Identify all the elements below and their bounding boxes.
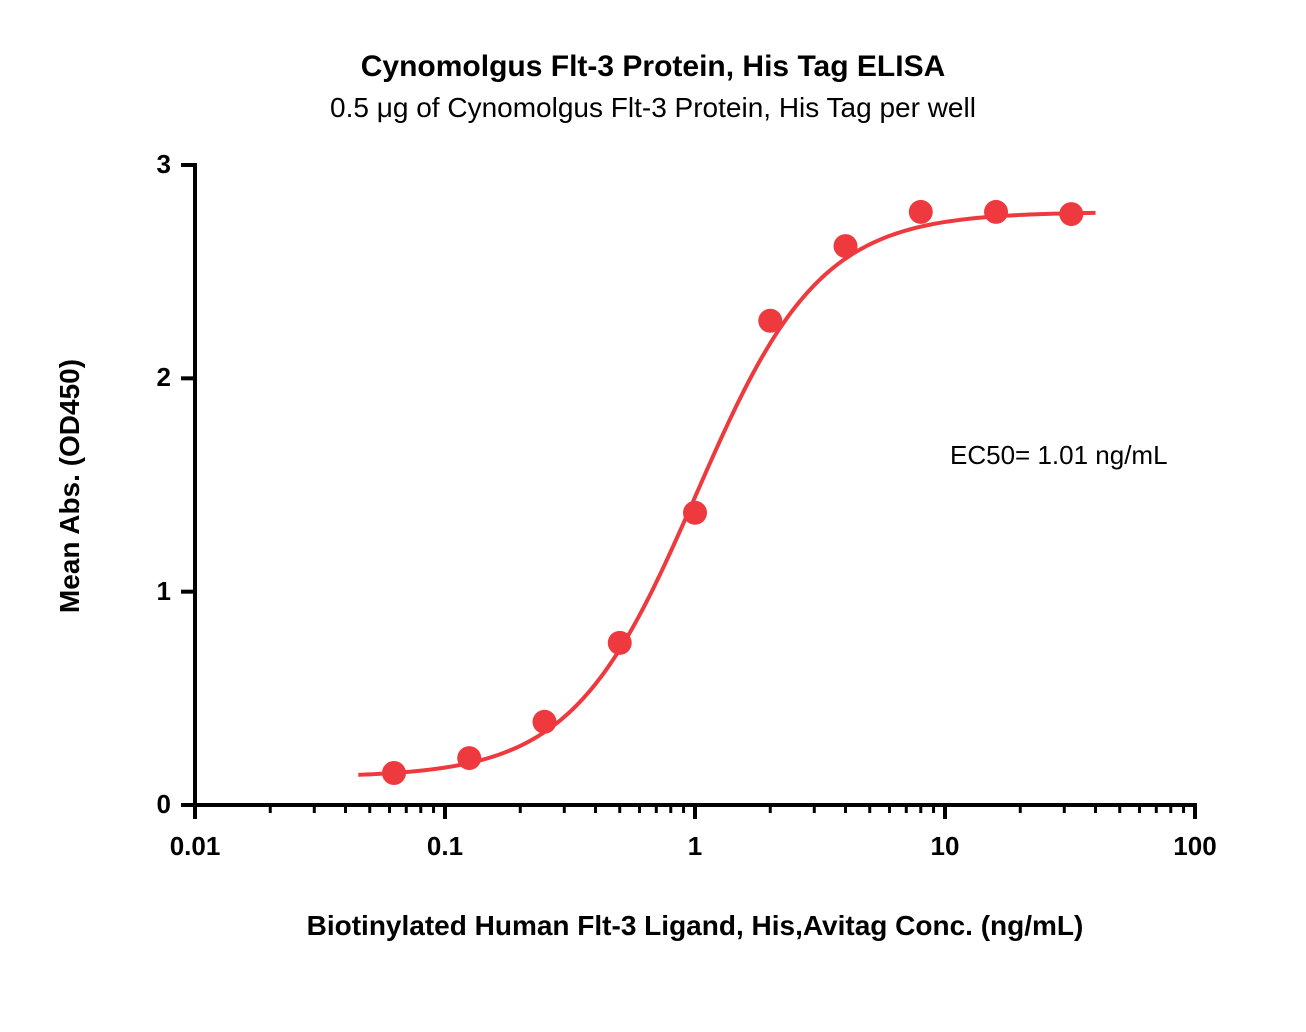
y-tick-label: 2 [157,362,171,393]
y-tick-label: 3 [157,149,171,180]
data-point [382,761,406,785]
x-tick-label: 0.01 [155,831,235,862]
data-point [457,746,481,770]
plot-svg [0,0,1306,1032]
data-point [909,200,933,224]
fitted-curve [358,213,1095,775]
y-tick-label: 0 [157,789,171,820]
data-point [758,309,782,333]
data-point [683,501,707,525]
data-point [608,631,632,655]
x-tick-label: 0.1 [405,831,485,862]
data-point [1059,202,1083,226]
x-tick-label: 10 [905,831,985,862]
x-tick-label: 100 [1155,831,1235,862]
x-tick-label: 1 [655,831,735,862]
y-tick-label: 1 [157,576,171,607]
data-point [984,200,1008,224]
elisa-chart-container: Cynomolgus Flt-3 Protein, His Tag ELISA … [0,0,1306,1032]
data-point [834,234,858,258]
data-point [532,710,556,734]
